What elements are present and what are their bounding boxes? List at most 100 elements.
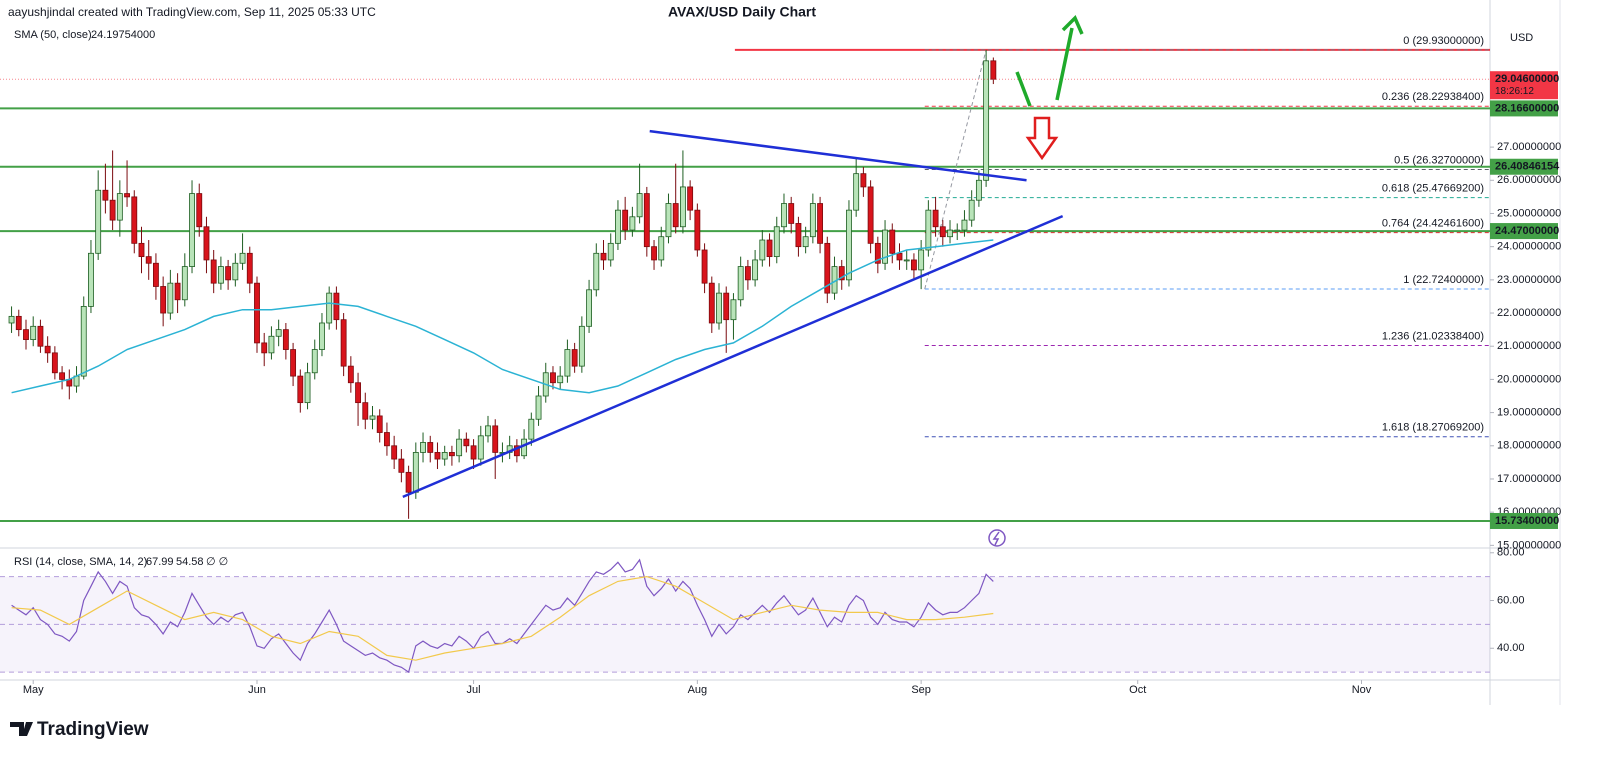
candle-body	[434, 452, 441, 460]
candle-body	[217, 266, 224, 284]
candle-body	[470, 445, 477, 460]
candle-body	[131, 196, 138, 244]
candle-body	[319, 322, 325, 350]
candle-body	[723, 292, 730, 321]
candle-body	[889, 229, 896, 254]
candle-body	[838, 266, 845, 281]
y-tick-label: 26.00000000	[1497, 174, 1561, 186]
candle-body	[23, 329, 29, 340]
y-tick-label: 17.00000000	[1497, 473, 1561, 485]
fib-label: 0.236 (28.22938400)	[1382, 91, 1484, 103]
candle-body	[355, 382, 361, 404]
candle-body	[37, 325, 44, 347]
candle-body	[737, 266, 744, 301]
candle-body	[456, 438, 463, 457]
candle-body	[304, 372, 311, 404]
rsi-y-tick-label: 80.00	[1497, 547, 1525, 559]
candle-body	[571, 349, 578, 367]
sma-legend: SMA (50, close)	[14, 29, 92, 41]
x-tick-label: Sep	[911, 684, 931, 696]
candle-body	[448, 452, 455, 457]
candle-body	[615, 209, 621, 244]
candle-body	[145, 256, 152, 264]
candle-body	[867, 186, 874, 244]
candle-body	[225, 266, 232, 281]
candle-body	[773, 226, 780, 258]
fib-trend	[924, 49, 987, 290]
candle-body	[860, 173, 867, 188]
credit: aayushjindal created with TradingView.co…	[8, 5, 376, 19]
candle-body	[463, 438, 470, 447]
candle-body	[196, 193, 203, 228]
candle-body	[990, 60, 997, 80]
green-arrow-up	[1055, 27, 1074, 101]
rsi-y-tick-label: 40.00	[1497, 642, 1525, 654]
candle-body	[369, 415, 376, 420]
candle-body	[384, 432, 390, 447]
candle-body	[420, 442, 426, 453]
candle-body	[268, 335, 275, 354]
level-label: 15.73400000	[1495, 515, 1559, 527]
candle-body	[326, 292, 333, 324]
fib-label: 0.5 (26.32700000)	[1394, 154, 1484, 166]
countdown: 18:26:12	[1495, 86, 1534, 97]
candle-body	[968, 199, 975, 221]
rsi-extra: ∅ ∅	[206, 556, 228, 568]
candle-body	[8, 315, 15, 324]
trendline	[402, 214, 1064, 499]
candle-body	[730, 299, 737, 321]
candle-body	[427, 442, 434, 453]
level-box	[1490, 100, 1558, 117]
candle-body	[578, 325, 585, 367]
y-tick-label: 18.00000000	[1497, 440, 1561, 452]
event-icon[interactable]	[988, 529, 1006, 547]
y-tick-label: 22.00000000	[1497, 307, 1561, 319]
candle-body	[910, 259, 917, 271]
candle-body	[766, 239, 773, 258]
candle-body	[607, 242, 614, 261]
y-tick-label: 23.00000000	[1497, 274, 1561, 286]
candle-body	[550, 372, 556, 384]
candle-body	[59, 372, 66, 380]
x-tick-label: Jul	[467, 684, 481, 696]
candle-body	[882, 229, 888, 264]
y-tick-label: 21.00000000	[1497, 340, 1561, 352]
candle-body	[239, 252, 246, 264]
candle-body	[44, 345, 51, 354]
candle-body	[398, 458, 405, 473]
candle-body	[903, 259, 910, 262]
candle-body	[564, 349, 571, 377]
candle-body	[651, 246, 657, 261]
rsi-band	[0, 576, 1490, 673]
y-tick-label: 15.00000000	[1497, 539, 1561, 551]
last-price-box	[1490, 71, 1558, 100]
annotations	[988, 14, 1084, 547]
candle-body	[701, 249, 708, 284]
candle-body	[15, 315, 22, 331]
chart-title: AVAX/USD Daily Chart	[668, 4, 816, 20]
candle-body	[189, 193, 195, 267]
candle-body	[586, 289, 592, 327]
candle-body	[954, 229, 961, 232]
level-label: 28.16600000	[1495, 102, 1559, 114]
candle-body	[593, 252, 600, 291]
level-label: 24.47000000	[1495, 225, 1559, 237]
fib-label: 1.618 (18.27069200)	[1382, 422, 1484, 434]
candle-body	[391, 445, 398, 460]
candle-body	[672, 203, 679, 228]
x-tick-label: Aug	[688, 684, 708, 696]
candle-body	[412, 452, 419, 493]
candle-body	[160, 286, 167, 314]
level-box	[1490, 223, 1558, 240]
fib-label: 0.618 (25.47669200)	[1382, 183, 1484, 195]
candle-body	[153, 262, 159, 287]
y-tick-label: 27.00000000	[1497, 141, 1561, 153]
candle-body	[477, 435, 484, 460]
candle-body	[492, 425, 499, 453]
candle-body	[687, 186, 694, 211]
candle-body	[232, 262, 239, 281]
last-price-label: 29.04600000	[1495, 73, 1559, 85]
candle-body	[290, 349, 297, 377]
red-arrow-down	[1025, 116, 1059, 161]
